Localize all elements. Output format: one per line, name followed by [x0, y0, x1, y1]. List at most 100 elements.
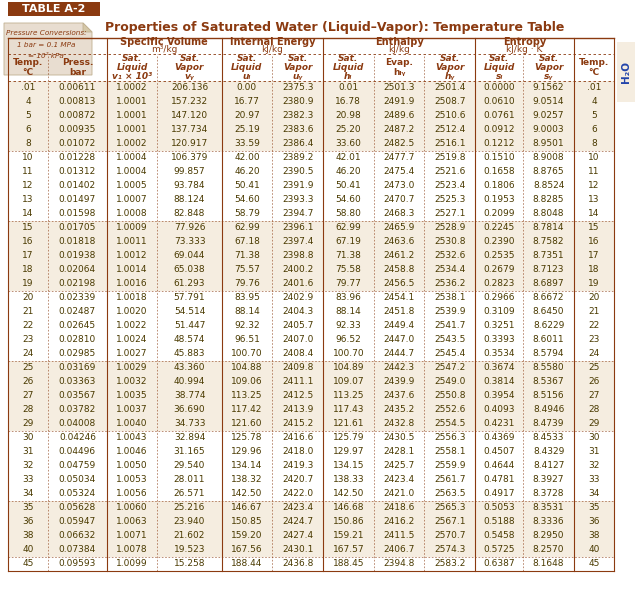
Text: 0.04496: 0.04496 — [59, 447, 96, 457]
Text: 2432.8: 2432.8 — [383, 419, 415, 428]
Text: 26: 26 — [22, 378, 34, 387]
Text: 1.0035: 1.0035 — [116, 392, 148, 400]
FancyBboxPatch shape — [8, 207, 614, 221]
Text: 1.0001: 1.0001 — [116, 111, 148, 121]
Text: 100.70: 100.70 — [332, 349, 364, 359]
Text: 73.333: 73.333 — [174, 237, 205, 247]
FancyBboxPatch shape — [8, 137, 614, 151]
Text: 1.0099: 1.0099 — [116, 559, 148, 569]
Text: 51.447: 51.447 — [174, 321, 205, 330]
Text: 2508.7: 2508.7 — [434, 97, 466, 106]
Text: 8.4739: 8.4739 — [533, 419, 565, 428]
Text: 0.01818: 0.01818 — [59, 237, 96, 247]
Text: kJ/kg · K: kJ/kg · K — [507, 45, 543, 54]
Text: TABLE A-2: TABLE A-2 — [22, 4, 85, 14]
Text: 150.85: 150.85 — [231, 518, 263, 526]
Text: 8.8048: 8.8048 — [533, 209, 565, 218]
Text: 1.0016: 1.0016 — [116, 280, 148, 288]
Text: 117.43: 117.43 — [332, 406, 364, 414]
Text: 147.120: 147.120 — [171, 111, 208, 121]
Text: 0.4917: 0.4917 — [484, 490, 515, 499]
Text: 4: 4 — [26, 97, 31, 106]
Text: Sat.: Sat. — [489, 54, 509, 63]
Text: Sat.: Sat. — [538, 54, 559, 63]
Text: Specific Volume: Specific Volume — [121, 37, 208, 47]
Text: 32.894: 32.894 — [174, 433, 205, 442]
Text: 24: 24 — [588, 349, 600, 359]
Text: 45: 45 — [588, 559, 600, 569]
Text: 67.18: 67.18 — [234, 237, 260, 247]
Text: Liquid: Liquid — [117, 63, 148, 72]
Text: 62.99: 62.99 — [336, 223, 361, 233]
Text: 104.88: 104.88 — [231, 364, 263, 373]
Text: 26.571: 26.571 — [174, 490, 205, 499]
Text: 16.78: 16.78 — [336, 97, 361, 106]
Text: 1.0009: 1.0009 — [116, 223, 148, 233]
Text: 35: 35 — [22, 504, 34, 512]
Text: 54.514: 54.514 — [174, 307, 205, 316]
Text: 71.38: 71.38 — [234, 252, 260, 261]
Text: 0.2390: 0.2390 — [484, 237, 515, 247]
FancyBboxPatch shape — [8, 179, 614, 193]
Text: 2563.5: 2563.5 — [434, 490, 466, 499]
Text: 0.01072: 0.01072 — [59, 140, 96, 149]
FancyBboxPatch shape — [8, 319, 614, 333]
Text: 21.602: 21.602 — [174, 531, 205, 540]
Text: 75.58: 75.58 — [336, 266, 361, 275]
Text: 146.68: 146.68 — [332, 504, 364, 512]
Text: 23: 23 — [588, 335, 600, 345]
Text: 2516.1: 2516.1 — [434, 140, 466, 149]
FancyBboxPatch shape — [8, 2, 100, 16]
Text: 137.734: 137.734 — [171, 125, 208, 135]
Text: 20.98: 20.98 — [336, 111, 361, 121]
FancyBboxPatch shape — [8, 249, 614, 263]
FancyBboxPatch shape — [8, 263, 614, 277]
Text: 8.3927: 8.3927 — [533, 476, 565, 485]
Text: 8.9501: 8.9501 — [533, 140, 565, 149]
Text: 43.360: 43.360 — [174, 364, 205, 373]
Text: Liquid: Liquid — [332, 63, 364, 72]
Text: 142.50: 142.50 — [231, 490, 263, 499]
Text: 92.33: 92.33 — [336, 321, 361, 330]
Text: 1.0043: 1.0043 — [116, 433, 148, 442]
Text: 2519.8: 2519.8 — [434, 154, 466, 163]
FancyBboxPatch shape — [617, 42, 635, 102]
Text: 1.0020: 1.0020 — [116, 307, 148, 316]
Text: 8.5580: 8.5580 — [533, 364, 565, 373]
Text: 1.0024: 1.0024 — [117, 335, 148, 345]
Text: 38.774: 38.774 — [174, 392, 205, 400]
Text: 2549.0: 2549.0 — [434, 378, 466, 387]
Text: 57.791: 57.791 — [174, 294, 205, 302]
Text: 125.79: 125.79 — [332, 433, 364, 442]
Text: 8.6897: 8.6897 — [533, 280, 565, 288]
Text: 0.5188: 0.5188 — [484, 518, 515, 526]
Text: 12: 12 — [22, 182, 34, 190]
Text: 50.41: 50.41 — [336, 182, 361, 190]
Text: 30: 30 — [22, 433, 34, 442]
Text: 0.1953: 0.1953 — [484, 195, 515, 204]
Text: 2401.6: 2401.6 — [282, 280, 313, 288]
Text: 2415.2: 2415.2 — [282, 419, 313, 428]
Text: 0.6387: 0.6387 — [484, 559, 515, 569]
Text: 38: 38 — [588, 531, 600, 540]
Text: 0.04246: 0.04246 — [59, 433, 96, 442]
Text: 0.2245: 0.2245 — [484, 223, 515, 233]
Text: 46.20: 46.20 — [234, 168, 260, 176]
Text: 1.0050: 1.0050 — [116, 461, 148, 471]
Text: 0.4644: 0.4644 — [484, 461, 515, 471]
Text: 2420.7: 2420.7 — [282, 476, 313, 485]
Text: 2545.4: 2545.4 — [434, 349, 466, 359]
Text: 2539.9: 2539.9 — [434, 307, 466, 316]
Text: 0.00872: 0.00872 — [59, 111, 96, 121]
Text: 88.14: 88.14 — [336, 307, 361, 316]
Text: 29: 29 — [588, 419, 600, 428]
Text: 32: 32 — [22, 461, 34, 471]
Text: 82.848: 82.848 — [174, 209, 205, 218]
Text: 2418.6: 2418.6 — [383, 504, 415, 512]
Text: 0.00813: 0.00813 — [59, 97, 96, 106]
Text: 0.3534: 0.3534 — [484, 349, 515, 359]
Text: 2396.1: 2396.1 — [282, 223, 313, 233]
Text: v₁ × 10³: v₁ × 10³ — [112, 72, 152, 81]
FancyBboxPatch shape — [8, 403, 614, 417]
Text: 1.0022: 1.0022 — [117, 321, 148, 330]
